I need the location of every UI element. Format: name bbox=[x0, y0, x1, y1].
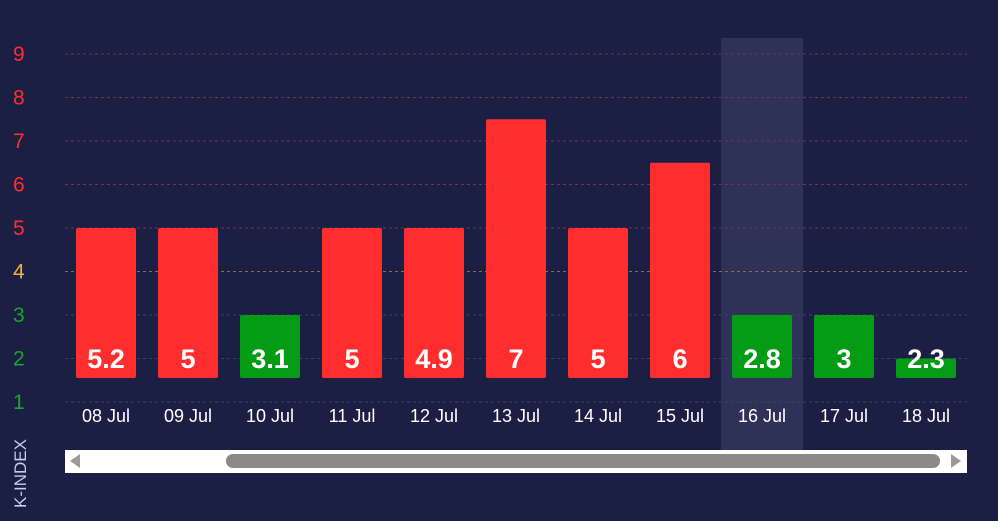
bar-value-label: 7 bbox=[508, 344, 523, 374]
y-tick-label: 6 bbox=[13, 174, 25, 197]
x-tick-label: 09 Jul bbox=[164, 406, 212, 426]
x-tick-label: 17 Jul bbox=[820, 406, 868, 426]
bar[interactable] bbox=[404, 228, 464, 378]
bar-value-label: 3 bbox=[836, 344, 851, 374]
bar-value-label: 5 bbox=[180, 344, 195, 374]
bar-value-label: 6 bbox=[672, 344, 687, 374]
bar[interactable] bbox=[240, 315, 300, 378]
y-axis-label: K-INDEX bbox=[11, 439, 30, 508]
x-tick-label: 12 Jul bbox=[410, 406, 458, 426]
y-tick-label: 7 bbox=[13, 130, 25, 153]
horizontal-scrollbar[interactable] bbox=[65, 450, 967, 473]
bar-value-label: 3.1 bbox=[251, 344, 289, 374]
x-tick-label: 16 Jul bbox=[738, 406, 786, 426]
x-tick-label: 13 Jul bbox=[492, 406, 540, 426]
highlight-column bbox=[721, 38, 803, 450]
x-tick-label: 10 Jul bbox=[246, 406, 294, 426]
bar[interactable] bbox=[76, 228, 136, 378]
y-tick-label: 2 bbox=[13, 348, 25, 371]
bar-value-label: 4.9 bbox=[415, 344, 453, 374]
y-tick-label: 3 bbox=[13, 304, 25, 327]
triangle-right-icon[interactable] bbox=[951, 454, 961, 468]
bar[interactable] bbox=[896, 358, 956, 379]
x-tick-label: 14 Jul bbox=[574, 406, 622, 426]
bar[interactable] bbox=[732, 315, 792, 378]
bar-value-label: 5.2 bbox=[87, 344, 125, 374]
bar[interactable] bbox=[568, 228, 628, 378]
y-tick-label: 8 bbox=[13, 87, 25, 110]
y-tick-label: 1 bbox=[13, 391, 25, 414]
y-tick-label: 4 bbox=[13, 261, 25, 284]
x-tick-label: 08 Jul bbox=[82, 406, 130, 426]
bar-value-label: 2.8 bbox=[743, 344, 781, 374]
bar[interactable] bbox=[650, 162, 710, 378]
x-tick-label: 18 Jul bbox=[902, 406, 950, 426]
bar[interactable] bbox=[322, 228, 382, 378]
bar[interactable] bbox=[486, 119, 546, 378]
scrollbar-thumb[interactable] bbox=[226, 454, 940, 468]
bar[interactable] bbox=[814, 315, 874, 378]
bar-value-label: 5 bbox=[344, 344, 359, 374]
bar[interactable] bbox=[158, 228, 218, 378]
y-tick-label: 9 bbox=[13, 43, 25, 66]
x-tick-label: 11 Jul bbox=[329, 406, 376, 426]
bar-value-label: 5 bbox=[590, 344, 605, 374]
y-tick-label: 5 bbox=[13, 217, 25, 240]
triangle-left-icon[interactable] bbox=[70, 454, 80, 468]
x-tick-label: 15 Jul bbox=[656, 406, 704, 426]
bar-value-label: 2.3 bbox=[907, 344, 945, 374]
